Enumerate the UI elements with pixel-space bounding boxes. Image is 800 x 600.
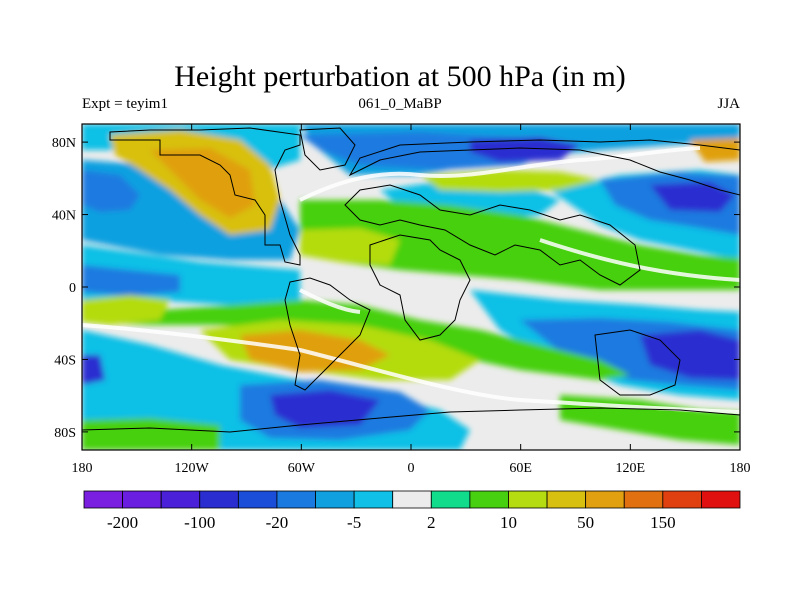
colorbar: -200 -100 -20 -5 2 10 50 150	[83, 490, 741, 532]
colorbar-box	[160, 490, 201, 509]
colorbar-box	[662, 490, 702, 509]
coastlines	[82, 127, 740, 433]
lat-tick-label: 80N	[52, 136, 76, 151]
experiment-label: Expt = teyim1	[82, 96, 168, 112]
axis-ticks: 180 120W 60W 0 60E 120E 180 80N 40N 0 40S 80S	[52, 124, 751, 476]
lat-tick-label: 40N	[52, 209, 76, 224]
colorbar-box	[315, 490, 355, 509]
colorbar-box	[585, 490, 625, 509]
colorbar-label: 2	[427, 513, 436, 532]
colorbar-box	[623, 490, 664, 509]
lat-tick-label: 0	[69, 281, 76, 296]
colorbar-label: 50	[577, 513, 594, 532]
colorbar-label: -100	[184, 513, 215, 532]
lon-tick-label: 60E	[509, 461, 532, 476]
colorbar-label: 10	[500, 513, 517, 532]
colorbar-box	[546, 490, 587, 509]
colorbar-box	[469, 490, 509, 509]
plot-title: Height perturbation at 500 hPa (in m)	[174, 60, 626, 93]
colorbar-box	[701, 490, 741, 509]
colorbar-label: -200	[107, 513, 138, 532]
height-field	[82, 124, 740, 450]
colorbar-label: -5	[347, 513, 361, 532]
lon-tick-label: 120E	[616, 461, 646, 476]
season-label: JJA	[717, 96, 740, 112]
lat-tick-label: 80S	[54, 426, 76, 441]
lon-tick-label: 120W	[175, 461, 210, 476]
colorbar-label: -20	[266, 513, 289, 532]
time-label: 061_0_MaBP	[358, 96, 442, 112]
colorbar-box	[237, 490, 278, 509]
colorbar-box	[353, 490, 394, 509]
colorbar-box	[392, 490, 432, 509]
colorbar-box	[199, 490, 239, 509]
lat-tick-label: 40S	[54, 353, 76, 368]
lon-tick-label: 0	[408, 461, 415, 476]
lon-tick-label: 60W	[288, 461, 316, 476]
colorbar-box	[430, 490, 471, 509]
colorbar-label: 150	[650, 513, 676, 532]
lon-tick-label: 180	[730, 461, 751, 476]
colorbar-box	[122, 490, 162, 509]
colorbar-box	[276, 490, 316, 509]
lon-tick-label: 180	[72, 461, 93, 476]
colorbar-box	[83, 490, 123, 509]
colorbar-box	[508, 490, 548, 509]
